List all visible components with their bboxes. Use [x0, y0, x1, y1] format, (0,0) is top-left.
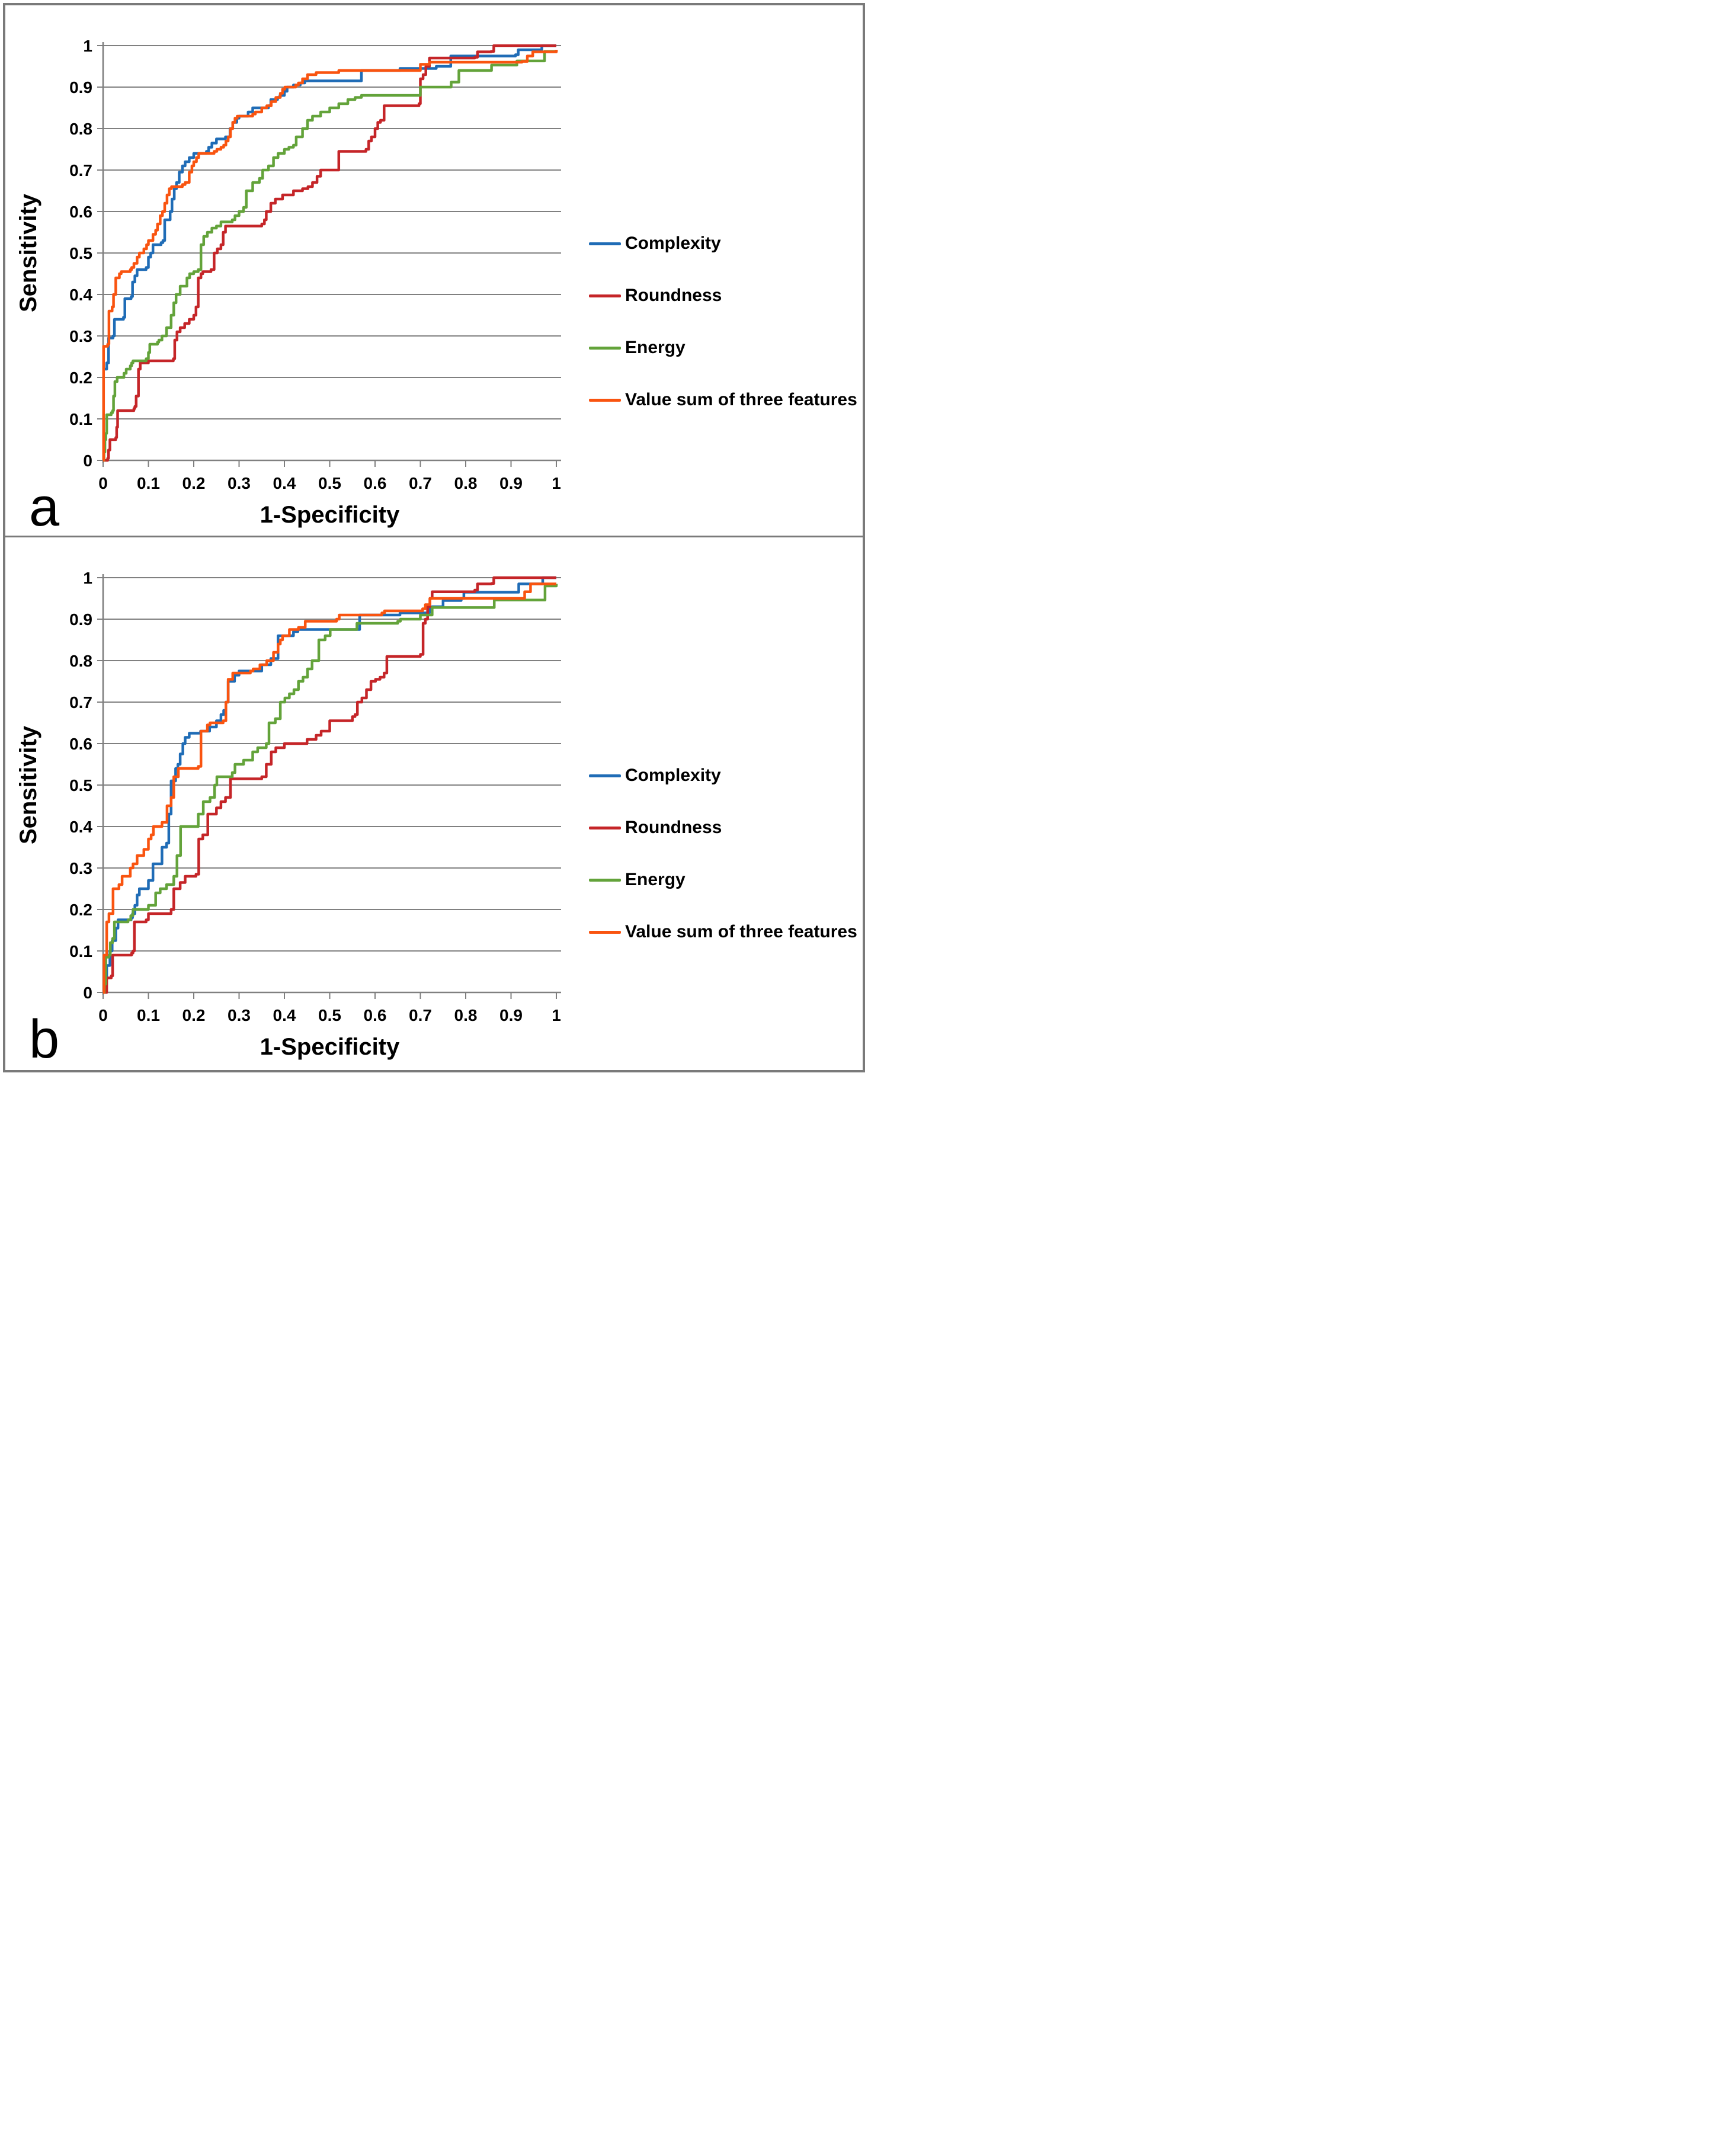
y-tick-label-0: 0 [83, 451, 92, 470]
y-tick-label-0.4: 0.4 [69, 286, 92, 304]
energy-line-icon [589, 346, 621, 350]
y-tick-label-0.8: 0.8 [69, 120, 92, 138]
x-tick-label-0.2: 0.2 [182, 474, 206, 492]
panel-a-letter: a [29, 477, 60, 537]
y-tick-label-0.2: 0.2 [69, 901, 92, 919]
complexity-line-icon [589, 774, 621, 777]
legend-item-complexity: Complexity [589, 217, 857, 270]
x-tick-label-0.1: 0.1 [137, 474, 160, 492]
series-line-roundness [103, 576, 556, 994]
series-lines [102, 44, 558, 462]
legend-a: Complexity Roundness Energy Value sum of th… [589, 217, 857, 426]
legend-label-roundness: Roundness [625, 286, 722, 305]
energy-line-icon [589, 878, 621, 882]
series-line-complexity [103, 576, 556, 990]
x-axis-title: 1-Specificity [260, 502, 400, 528]
x-tick-label-0.6: 0.6 [364, 1006, 387, 1024]
series-line-energy [103, 50, 558, 462]
legend-item-roundness: Roundness [589, 270, 857, 322]
x-tick-label-0.5: 0.5 [318, 474, 341, 492]
x-tick-label-0.4: 0.4 [273, 474, 296, 492]
y-tick-label-0.3: 0.3 [69, 859, 92, 877]
y-tick-label-0.1: 0.1 [69, 942, 92, 960]
y-tick-label-0: 0 [83, 984, 92, 1002]
legend-label-roundness: Roundness [625, 818, 722, 837]
x-tick-label-0.8: 0.8 [454, 1006, 478, 1024]
roundness-line-icon [589, 826, 621, 829]
legend-item-value-sum-of-three-features: Value sum of three features [589, 374, 857, 426]
y-tick-label-0.6: 0.6 [69, 735, 92, 753]
series-line-value-sum-of-three-features [102, 50, 558, 462]
y-tick-label-0.2: 0.2 [69, 369, 92, 387]
x-tick-label-0.6: 0.6 [364, 474, 387, 492]
x-tick-label-0.1: 0.1 [137, 1006, 160, 1024]
y-axis-title: Sensitivity [15, 193, 41, 312]
x-tick-label-0.9: 0.9 [499, 1006, 523, 1024]
y-tick-label-1: 1 [83, 37, 92, 55]
x-tick-label-1: 1 [552, 1006, 561, 1024]
y-tick-label-0.3: 0.3 [69, 327, 92, 345]
panel-b: 0 0 0.1 0.1 0.2 0.2 0.3 0.3 0.4 0.4 0.5 0.5 0.6 0.6 0.… [5, 537, 863, 1068]
y-tick-label-1: 1 [83, 569, 92, 587]
y-axis-title: Sensitivity [15, 725, 41, 844]
panel-a: 0 0 0.1 0.1 0.2 0.2 0.3 0.3 0.4 0.4 0.5 0.5 0.6 0.6 0.… [5, 5, 863, 536]
panel-b-letter: b [29, 1009, 60, 1069]
axes [97, 42, 557, 467]
y-tick-label-0.6: 0.6 [69, 203, 92, 221]
legend-item-roundness: Roundness [589, 802, 857, 854]
legend-label-value-sum-of-three-features: Value sum of three features [625, 390, 857, 409]
x-tick-label-0.7: 0.7 [409, 474, 432, 492]
y-tick-label-0.5: 0.5 [69, 244, 92, 262]
gridlines [103, 577, 561, 994]
tick-labels: 00 0.1 0.1 0.2 0.2 0.3 0.3 0.4 0.4 0.5 0.5 0.6 0.6 0.… [69, 569, 561, 1024]
legend-item-value-sum-of-three-features: Value sum of three features [589, 906, 857, 958]
x-tick-label-1: 1 [552, 474, 561, 492]
legend-item-complexity: Complexity [589, 750, 857, 802]
x-tick-label-0.5: 0.5 [318, 1006, 341, 1024]
x-tick-label-0.2: 0.2 [182, 1006, 206, 1024]
axes [97, 574, 557, 999]
roundness-line-icon [589, 294, 621, 297]
complexity-line-icon [589, 242, 621, 245]
y-tick-label-0.1: 0.1 [69, 410, 92, 428]
legend-label-energy: Energy [625, 338, 686, 357]
x-axis-title: 1-Specificity [260, 1034, 400, 1060]
figure-frame: 0 0 0.1 0.1 0.2 0.2 0.3 0.3 0.4 0.4 0.5 0.5 0.6 0.6 0.… [3, 3, 865, 1072]
legend-label-energy: Energy [625, 870, 686, 889]
y-tick-label-0.9: 0.9 [69, 78, 92, 97]
y-tick-label-0.7: 0.7 [69, 693, 92, 712]
roc-chart-a: 00 0.1 0.1 0.2 0.2 0.3 0.3 0.4 0.4 0.5 0.5 0.6 0.6 0.… [15, 37, 561, 528]
y-tick-label-0.8: 0.8 [69, 652, 92, 670]
y-tick-label-0.7: 0.7 [69, 161, 92, 180]
series-line-value-sum-of-three-features [103, 582, 556, 994]
x-tick-label-0: 0 [98, 1006, 108, 1024]
legend-item-energy: Energy [589, 322, 857, 374]
legend-b: Complexity Roundness Energy Value sum of th… [589, 750, 857, 958]
roc-chart-b: 00 0.1 0.1 0.2 0.2 0.3 0.3 0.4 0.4 0.5 0.5 0.6 0.6 0.… [15, 569, 561, 1060]
legend-item-energy: Energy [589, 854, 857, 906]
gridlines [103, 45, 561, 462]
series-line-roundness [103, 44, 556, 462]
x-tick-label-0.3: 0.3 [228, 1006, 251, 1024]
x-tick-label-0.8: 0.8 [454, 474, 478, 492]
x-tick-label-0.7: 0.7 [409, 1006, 432, 1024]
x-tick-label-0.3: 0.3 [228, 474, 251, 492]
y-tick-label-0.4: 0.4 [69, 818, 92, 836]
tick-labels: 00 0.1 0.1 0.2 0.2 0.3 0.3 0.4 0.4 0.5 0.5 0.6 0.6 0.… [69, 37, 561, 492]
legend-label-value-sum-of-three-features: Value sum of three features [625, 922, 857, 941]
value-sum-of-three-features-line-icon [589, 398, 621, 402]
value-sum-of-three-features-line-icon [589, 930, 621, 934]
legend-label-complexity: Complexity [625, 233, 721, 253]
series-lines [103, 576, 558, 994]
legend-label-complexity: Complexity [625, 765, 721, 785]
series-line-energy [103, 584, 558, 994]
panel-divider [5, 536, 863, 537]
x-tick-label-0: 0 [98, 474, 108, 492]
y-tick-label-0.9: 0.9 [69, 610, 92, 629]
x-tick-label-0.4: 0.4 [273, 1006, 296, 1024]
y-tick-label-0.5: 0.5 [69, 776, 92, 795]
x-tick-label-0.9: 0.9 [499, 474, 523, 492]
